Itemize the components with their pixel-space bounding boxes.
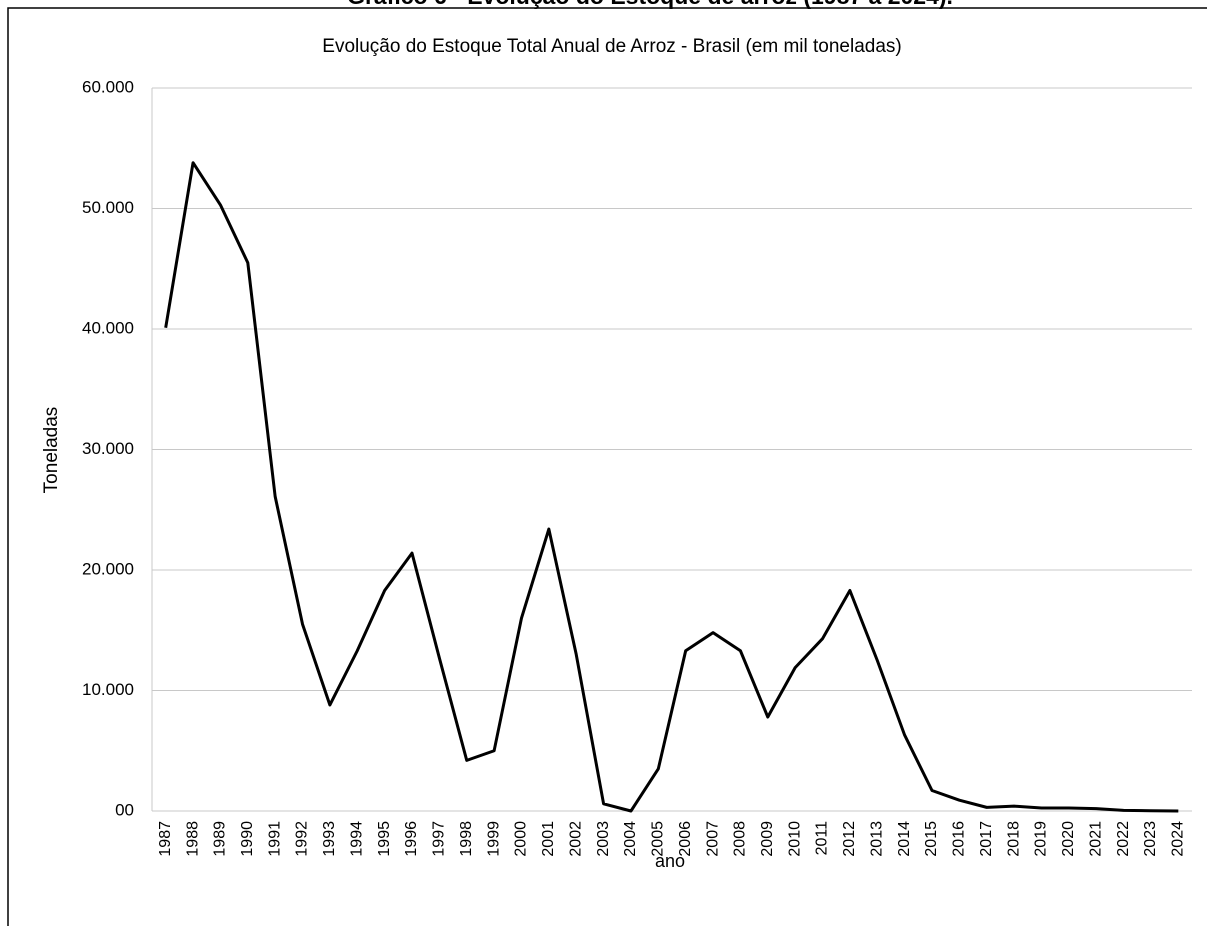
x-tick-label: 2005: [650, 821, 667, 857]
x-tick-label: 2019: [1033, 821, 1050, 857]
x-tick-label: 2015: [923, 821, 940, 857]
x-tick-label: 1990: [239, 821, 256, 857]
x-tick-label: 2017: [978, 821, 995, 857]
chart-title: Evolução do Estoque Total Anual de Arroz…: [322, 36, 901, 57]
y-tick-label: 20.000: [82, 559, 134, 578]
x-tick-label: 2007: [704, 821, 721, 857]
x-tick-label: 1993: [321, 821, 338, 857]
x-tick-label: 1989: [212, 821, 229, 857]
x-axis-label: ano: [655, 851, 685, 871]
heading: Gráfico 6 - Evolução do Estoque de arroz…: [347, 0, 953, 9]
x-tick-label: 1999: [485, 821, 502, 857]
x-tick-label: 2009: [759, 821, 776, 857]
y-tick-label: 50.000: [82, 198, 134, 217]
x-tick-label: 2006: [677, 821, 694, 857]
x-tick-label: 2003: [595, 821, 612, 857]
x-tick-label: 2012: [841, 821, 858, 857]
x-tick-label: 2002: [567, 821, 584, 857]
x-tick-label: 1995: [376, 821, 393, 857]
x-tick-label: 2014: [896, 821, 913, 857]
x-tick-label: 1994: [348, 821, 365, 857]
x-tick-label: 1998: [458, 821, 475, 857]
x-tick-label: 1996: [403, 821, 420, 857]
x-tick-label: 2022: [1115, 821, 1132, 857]
x-tick-label: 2021: [1087, 821, 1104, 857]
x-tick-label: 1987: [157, 821, 174, 857]
y-tick-label: 40.000: [82, 318, 134, 337]
x-tick-label: 2008: [732, 821, 749, 857]
x-tick-label: 2010: [786, 821, 803, 857]
x-tick-label: 2004: [622, 821, 639, 857]
x-tick-label: 1991: [266, 821, 283, 857]
chart-border: [7, 7, 1207, 926]
x-tick-label: 2023: [1142, 821, 1159, 857]
x-tick-label: 2020: [1060, 821, 1077, 857]
y-tick-label: 60.000: [82, 77, 134, 96]
x-tick-label: 2024: [1170, 821, 1187, 857]
y-tick-label: 10.000: [82, 680, 134, 699]
x-tick-label: 2000: [513, 821, 530, 857]
x-tick-label: 2011: [814, 821, 831, 856]
y-tick-label: 00: [115, 800, 134, 819]
x-tick-label: 1992: [294, 821, 311, 857]
line-series: [164, 161, 1179, 813]
x-tick-label: 2018: [1005, 821, 1022, 857]
x-tick-label: 2013: [868, 821, 885, 857]
y-axis-label: Toneladas: [41, 407, 62, 494]
y-tick-label: 30.000: [82, 439, 134, 458]
x-tick-label: 2016: [951, 821, 968, 857]
x-tick-label: 2001: [540, 821, 557, 857]
x-tick-label: 1988: [184, 821, 201, 857]
x-tick-label: 1997: [431, 821, 448, 857]
